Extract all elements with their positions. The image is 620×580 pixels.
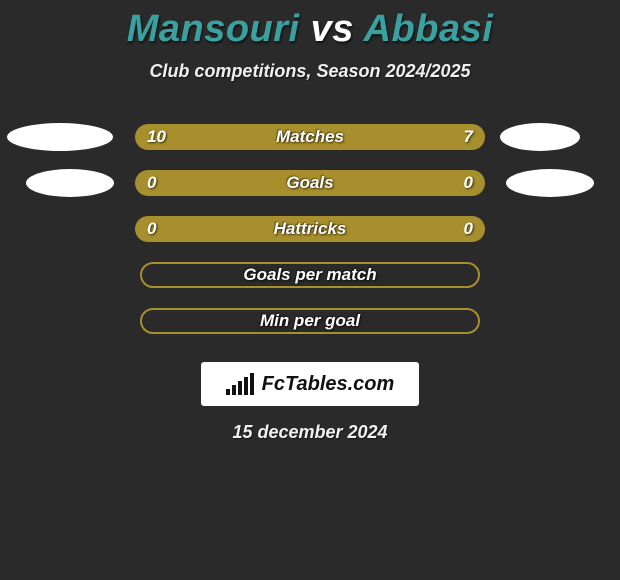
stat-row: Min per goal	[0, 298, 620, 344]
stat-label: Hattricks	[135, 219, 485, 239]
title-mid: vs	[311, 8, 354, 50]
stat-value-right: 7	[464, 124, 473, 150]
side-ellipse-right	[506, 169, 594, 197]
logo-text: FcTables.com	[262, 373, 395, 396]
title-right: Abbasi	[364, 8, 494, 50]
stat-pill: Goals per match	[140, 262, 480, 288]
logo-bars-icon	[226, 373, 256, 395]
title-left: Mansouri	[127, 8, 300, 50]
side-ellipse-right	[500, 123, 580, 151]
stat-label: Min per goal	[142, 311, 478, 331]
stat-pill: Min per goal	[140, 308, 480, 334]
stat-pill: Goals0 0	[135, 170, 485, 196]
stat-label: Goals per match	[142, 265, 478, 285]
stat-row: Goals per match	[0, 252, 620, 298]
side-ellipse-left	[26, 169, 114, 197]
date: 15 december 2024	[0, 422, 620, 443]
stat-value-left: 0	[147, 170, 156, 196]
stat-label: Goals	[135, 173, 485, 193]
site-logo: FcTables.com	[201, 362, 419, 406]
stat-row: Matches10 7	[0, 114, 620, 160]
subtitle: Club competitions, Season 2024/2025	[0, 61, 620, 82]
side-ellipse-left	[7, 123, 113, 151]
stat-rows: Matches107Goals00Hattricks00Goals per ma…	[0, 114, 620, 344]
stat-value-left: 10	[147, 124, 166, 150]
stat-pill: Hattricks0 0	[135, 216, 485, 242]
stat-label: Matches	[135, 127, 485, 147]
stat-value-right: 0	[464, 216, 473, 242]
stat-value-left: 0	[147, 216, 156, 242]
page-title: Mansouri vs Abbasi	[0, 0, 620, 51]
stat-pill: Matches10 7	[135, 124, 485, 150]
stat-value-right: 0	[464, 170, 473, 196]
stat-row: Goals0 0	[0, 160, 620, 206]
comparison-infographic: Mansouri vs Abbasi Club competitions, Se…	[0, 0, 620, 580]
stat-row: Hattricks0 0	[0, 206, 620, 252]
